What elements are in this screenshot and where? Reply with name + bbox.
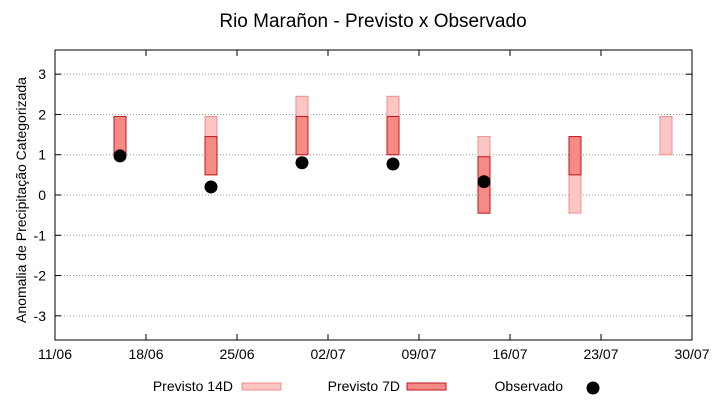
x-tick-label: 23/07 <box>583 346 618 362</box>
y-tick-label: -1 <box>34 227 47 243</box>
x-tick-label: 11/06 <box>38 346 72 362</box>
legend-previsto-7d-label: Previsto 7D <box>328 378 400 394</box>
chart-title: Rio Marañon - Previsto x Observado <box>219 11 526 32</box>
x-tick-label: 09/07 <box>401 346 436 362</box>
y-tick-label: 3 <box>38 66 46 82</box>
observado-point <box>113 149 127 163</box>
legend-previsto-7d-swatch <box>406 382 447 391</box>
previsto-7d-series <box>113 115 582 214</box>
x-tick-label: 18/06 <box>128 346 163 362</box>
previsto-7d-bar <box>386 115 400 156</box>
y-axis-ticks: 3 2 1 0 -1 -2 -3 <box>34 66 692 324</box>
y-tick-label: 2 <box>38 106 46 122</box>
y-axis-label: Anomalia de Precipitação Categorizada <box>13 77 29 323</box>
previsto-7d-bar <box>204 136 218 176</box>
legend: Previsto 14D Previsto 7D Observado <box>153 378 600 395</box>
x-tick-label: 25/06 <box>219 346 254 362</box>
y-tick-label: 0 <box>38 187 46 203</box>
y-tick-label: -3 <box>34 308 47 324</box>
y-tick-label: 1 <box>38 147 46 163</box>
previsto-7d-bar <box>568 136 582 176</box>
observado-series <box>113 149 491 194</box>
x-tick-label: 16/07 <box>492 346 527 362</box>
legend-previsto-14d-label: Previsto 14D <box>153 378 233 394</box>
legend-observado-marker <box>586 381 600 395</box>
x-axis-ticks: 11/06 18/06 25/06 02/07 09/07 16/07 23/07 30/07 <box>38 50 710 362</box>
legend-previsto-14d-swatch <box>241 382 282 391</box>
previsto-7d-bar <box>295 115 309 156</box>
x-tick-label: 02/07 <box>310 346 345 362</box>
observado-point <box>477 175 491 189</box>
x-tick-label: 30/07 <box>674 346 709 362</box>
previsto-14d-bar <box>659 115 673 156</box>
legend-observado-label: Observado <box>495 378 564 394</box>
observado-point <box>295 156 309 170</box>
grid-layer <box>55 73 692 317</box>
y-tick-label: -2 <box>34 268 47 284</box>
previsto-7d-bar <box>113 115 127 156</box>
observado-point <box>386 157 400 171</box>
observado-point <box>204 180 218 194</box>
